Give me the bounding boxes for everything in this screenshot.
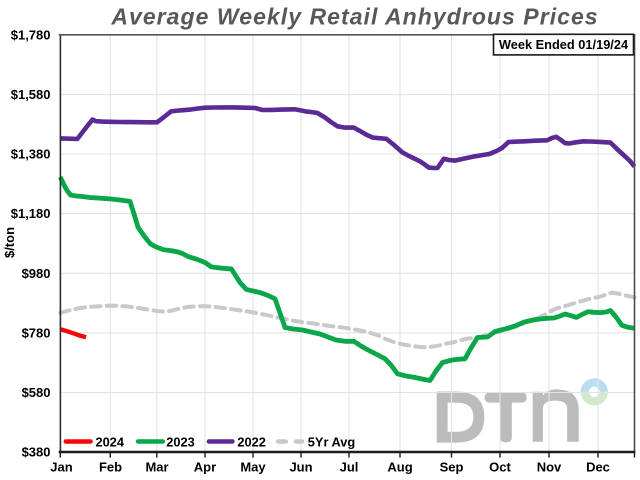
svg-text:$980: $980 bbox=[22, 266, 51, 281]
svg-text:$580: $580 bbox=[22, 385, 51, 400]
svg-text:May: May bbox=[240, 460, 266, 475]
svg-text:$1,780: $1,780 bbox=[11, 28, 51, 43]
svg-text:Jun: Jun bbox=[289, 460, 312, 475]
svg-text:Nov: Nov bbox=[537, 460, 562, 475]
svg-text:Oct: Oct bbox=[489, 460, 511, 475]
svg-text:Aug: Aug bbox=[387, 460, 412, 475]
svg-text:Jul: Jul bbox=[340, 460, 359, 475]
svg-text:Average Weekly Retail Anhydrou: Average Weekly Retail Anhydrous Prices bbox=[110, 4, 598, 30]
svg-text:$1,580: $1,580 bbox=[11, 87, 51, 102]
svg-text:Feb: Feb bbox=[99, 460, 122, 475]
svg-text:2023: 2023 bbox=[166, 434, 194, 449]
svg-text:Jan: Jan bbox=[50, 460, 72, 475]
svg-text:2024: 2024 bbox=[96, 434, 125, 449]
svg-text:Sep: Sep bbox=[440, 460, 464, 475]
svg-text:5Yr Avg: 5Yr Avg bbox=[308, 434, 355, 449]
svg-text:$1,380: $1,380 bbox=[11, 147, 51, 162]
svg-text:Apr: Apr bbox=[194, 460, 216, 475]
svg-text:$1,180: $1,180 bbox=[11, 206, 51, 221]
svg-text:Mar: Mar bbox=[145, 460, 168, 475]
svg-text:$380: $380 bbox=[22, 445, 51, 460]
svg-text:$/ton: $/ton bbox=[2, 227, 17, 258]
svg-text:Week Ended 01/19/24: Week Ended 01/19/24 bbox=[499, 37, 629, 52]
svg-text:2022: 2022 bbox=[237, 434, 265, 449]
svg-text:Dec: Dec bbox=[586, 460, 610, 475]
svg-text:$780: $780 bbox=[22, 326, 51, 341]
